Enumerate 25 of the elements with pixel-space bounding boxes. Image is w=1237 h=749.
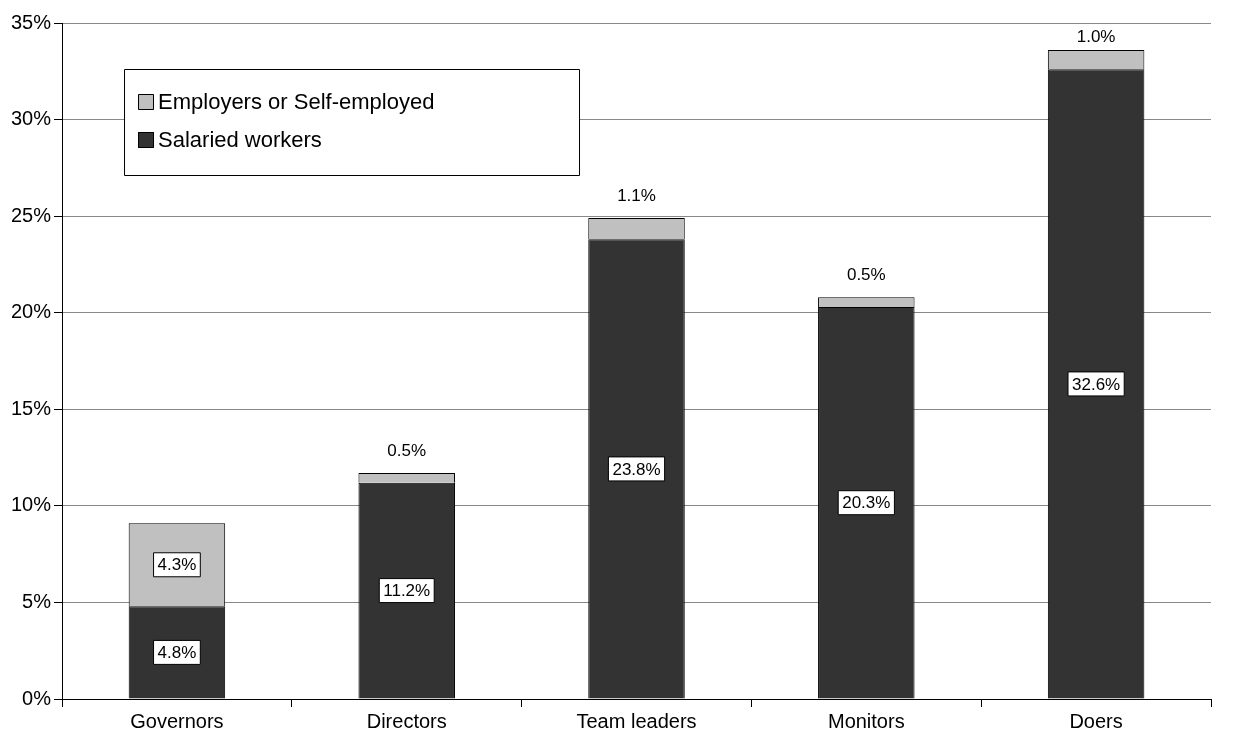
data-label: 1.1%: [617, 185, 656, 205]
x-tick-label: Governors: [130, 709, 224, 732]
data-label: 4.8%: [157, 643, 197, 663]
y-tick-label: 15%: [11, 396, 52, 419]
y-tick-label: 20%: [11, 300, 52, 323]
x-tick-label: Doers: [1069, 709, 1123, 732]
legend-label: Salaried workers: [158, 127, 322, 153]
y-tick-label: 5%: [22, 589, 52, 612]
y-tick-label: 0%: [22, 686, 52, 709]
data-label: 1.0%: [1076, 26, 1116, 46]
legend-label: Employers or Self-employed: [158, 89, 435, 115]
y-tick-label: 30%: [11, 107, 52, 130]
y-tick-label: 35%: [11, 10, 52, 33]
y-tick-label: 10%: [11, 493, 52, 516]
data-label: 20.3%: [842, 493, 891, 513]
data-label: 32.6%: [1072, 374, 1121, 394]
x-tick-label: Team leaders: [576, 709, 697, 732]
data-label: 0.5%: [846, 264, 886, 284]
x-tick-label: Directors: [366, 709, 447, 732]
y-tick-label: 25%: [11, 203, 52, 226]
data-label: 4.3%: [157, 555, 197, 575]
data-label: 23.8%: [612, 459, 661, 479]
x-tick-label: Monitors: [827, 709, 905, 732]
data-label: 0.5%: [387, 440, 427, 460]
data-label: 11.2%: [383, 581, 431, 601]
